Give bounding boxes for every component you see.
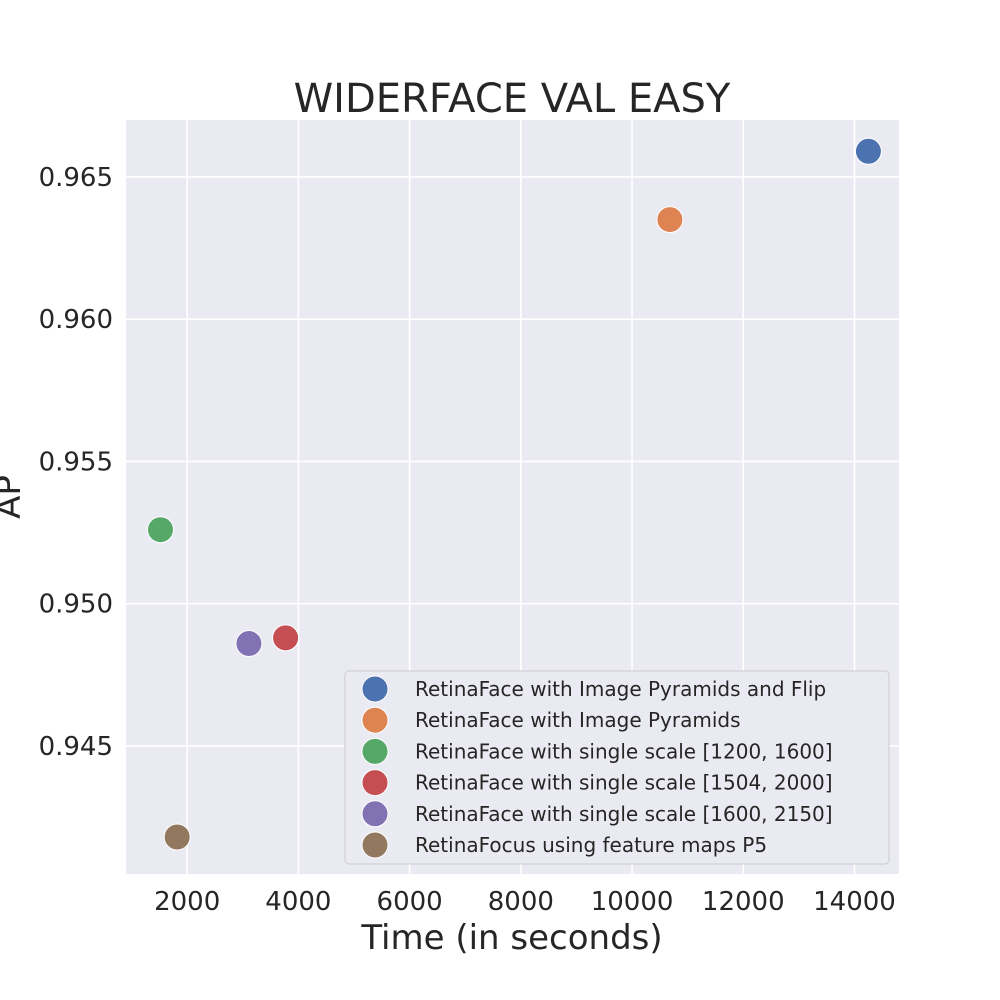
x-axis-label: Time (in seconds) <box>360 918 662 958</box>
x-tick-label: 8000 <box>488 887 554 917</box>
chart-title: WIDERFACE VAL EASY <box>294 76 731 122</box>
legend-marker <box>361 706 389 734</box>
data-point <box>146 516 174 544</box>
legend-label: RetinaFace with Image Pyramids <box>415 708 741 732</box>
y-tick-label: 0.960 <box>39 305 113 335</box>
data-point <box>854 137 882 165</box>
x-axis-ticks: 2000 4000 6000 8000 10000 12000 14000 <box>154 887 896 917</box>
legend-label: RetinaFace with Image Pyramids and Flip <box>415 677 826 701</box>
x-tick-label: 4000 <box>265 887 331 917</box>
x-tick-label: 14000 <box>813 887 896 917</box>
y-tick-label: 0.965 <box>39 163 113 193</box>
legend-marker <box>361 831 389 859</box>
x-tick-label: 6000 <box>377 887 443 917</box>
gridlines <box>126 120 899 874</box>
legend-label: RetinaFocus using feature maps P5 <box>415 833 767 857</box>
x-tick-label: 12000 <box>702 887 785 917</box>
x-tick-label: 2000 <box>154 887 220 917</box>
x-tick-label: 10000 <box>591 887 674 917</box>
legend-label: RetinaFace with single scale [1600, 2150… <box>415 802 833 826</box>
legend-marker <box>361 800 389 828</box>
legend-label: RetinaFace with single scale [1200, 1600… <box>415 739 833 763</box>
data-point <box>163 823 191 851</box>
y-axis-ticks: 0.945 0.950 0.955 0.960 0.965 <box>39 163 113 762</box>
data-point <box>235 630 263 658</box>
legend-label: RetinaFace with single scale [1504, 2000… <box>415 771 833 795</box>
data-point <box>656 206 684 234</box>
legend-box <box>344 670 890 865</box>
legend-marker <box>361 769 389 797</box>
legend-marker <box>361 737 389 765</box>
y-tick-label: 0.945 <box>39 732 113 762</box>
y-axis-label: AP <box>0 475 29 519</box>
legend-marker <box>361 675 389 703</box>
y-tick-label: 0.955 <box>39 447 113 477</box>
data-point <box>272 624 300 652</box>
legend: RetinaFace with Image Pyramids and Flip R… <box>344 670 890 865</box>
data-points <box>146 137 882 851</box>
y-tick-label: 0.950 <box>39 590 113 620</box>
legend-items: RetinaFace with Image Pyramids and Flip R… <box>361 675 833 859</box>
